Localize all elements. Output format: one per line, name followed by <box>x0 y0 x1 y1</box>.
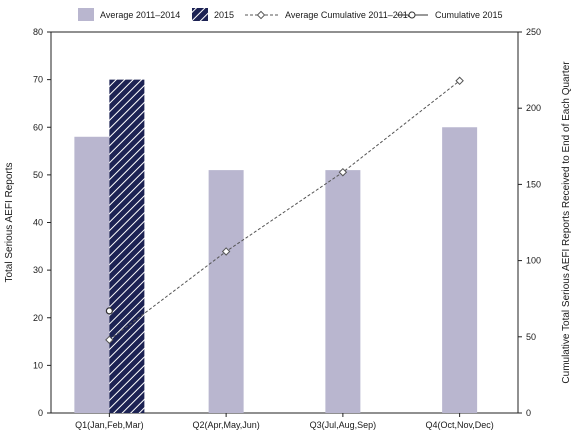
x-tick-label: Q2(Apr,May,Jun) <box>192 420 259 430</box>
marker-avg-cum-3 <box>338 167 348 177</box>
legend-swatch-2015 <box>192 8 208 21</box>
y-tick-label: 10 <box>33 360 43 370</box>
bar-avg-1 <box>74 136 110 413</box>
bar-avg-3 <box>325 170 361 413</box>
y-tick-label: 0 <box>38 408 43 418</box>
bar-avg-2 <box>208 170 244 413</box>
y-tick-label: 30 <box>33 265 43 275</box>
lines-layer <box>105 76 464 345</box>
y2-tick-label: 50 <box>526 332 536 342</box>
y-tick-label: 70 <box>33 75 43 85</box>
legend-swatch-avg <box>78 8 94 21</box>
legend-label-avg-cum: Average Cumulative 2011–2014 <box>285 10 413 20</box>
y-tick-label: 60 <box>33 122 43 132</box>
y2-axis-title: Cumulative Total Serious AEFI Reports Re… <box>561 61 572 384</box>
bars-layer <box>74 79 478 413</box>
legend-label-2015: 2015 <box>214 10 234 20</box>
marker-avg-cum-1 <box>105 335 114 345</box>
y2-tick-label: 150 <box>526 179 541 189</box>
legend-label-cum-2015: Cumulative 2015 <box>435 10 503 20</box>
x-tick-label: Q3(Jul,Aug,Sep) <box>310 420 377 430</box>
bar-2015-1 <box>109 79 145 413</box>
legend-circle-marker <box>408 11 416 19</box>
y-tick-label: 80 <box>33 27 43 37</box>
y-tick-label: 40 <box>33 218 43 228</box>
y2-tick-label: 200 <box>526 103 541 113</box>
y-tick-label: 50 <box>33 170 43 180</box>
legend-diamond-marker <box>256 10 266 20</box>
marker-cum-2015-1 <box>105 307 113 315</box>
y2-tick-label: 250 <box>526 27 541 37</box>
bar-avg-4 <box>442 127 478 413</box>
y-tick-label: 20 <box>33 313 43 323</box>
y-axis-title: Total Serious AEFI Reports <box>4 162 15 282</box>
line-avg-cumulative <box>109 80 460 341</box>
axes-layer: 0 10 20 30 40 50 60 70 80 0 50 100 150 200 250 Q1(Jan,F… <box>33 27 541 430</box>
marker-avg-cum-2 <box>221 247 231 256</box>
x-tick-label: Q4(Oct,Nov,Dec) <box>425 420 493 430</box>
x-tick-label: Q1(Jan,Feb,Mar) <box>75 420 144 430</box>
marker-avg-cum-4 <box>455 76 464 86</box>
y2-tick-label: 100 <box>526 256 541 266</box>
y2-tick-label: 0 <box>526 408 531 418</box>
legend-label-avg: Average 2011–2014 <box>100 10 180 20</box>
legend: Average 2011–2014 2015 Average Cumulativ… <box>78 8 503 21</box>
